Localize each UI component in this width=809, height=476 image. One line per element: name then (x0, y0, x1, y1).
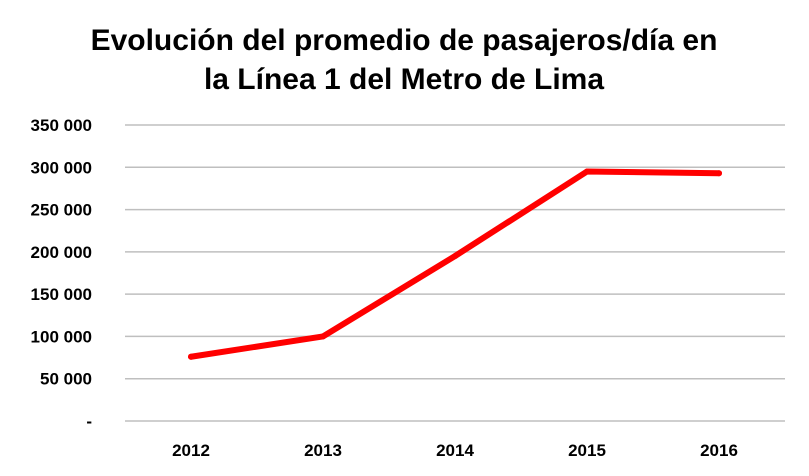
y-tick-label: 300 000 (31, 158, 92, 177)
y-tick-label: 350 000 (31, 116, 92, 135)
x-tick-label: 2014 (436, 441, 474, 460)
gridlines (125, 124, 785, 422)
data-point (188, 353, 194, 360)
data-point (320, 333, 326, 340)
y-tick-label: 200 000 (31, 243, 92, 262)
y-tick-label: - (86, 412, 92, 431)
data-point (716, 170, 722, 177)
series-group (188, 168, 722, 360)
y-axis: - 50 000 100 000 150 000 200 000 250 000 300 0… (31, 116, 92, 431)
data-point (452, 253, 458, 260)
x-tick-label: 2013 (304, 441, 342, 460)
chart-title-line-1: Evolución del promedio de pasajeros/día … (91, 24, 718, 57)
y-tick-label: 100 000 (31, 327, 92, 346)
y-tick-label: 50 000 (40, 370, 92, 389)
chart-title-line-2: la Línea 1 del Metro de Lima (204, 63, 604, 96)
x-tick-label: 2012 (172, 441, 210, 460)
chart-title: Evolución del promedio de pasajeros/día … (91, 24, 718, 96)
data-point (584, 168, 590, 175)
y-tick-label: 250 000 (31, 201, 92, 220)
x-tick-label: 2016 (700, 441, 738, 460)
series-line (188, 168, 722, 360)
x-axis: 2012 2013 2014 2015 2016 (172, 441, 738, 460)
y-tick-label: 150 000 (31, 285, 92, 304)
x-tick-label: 2015 (568, 441, 606, 460)
